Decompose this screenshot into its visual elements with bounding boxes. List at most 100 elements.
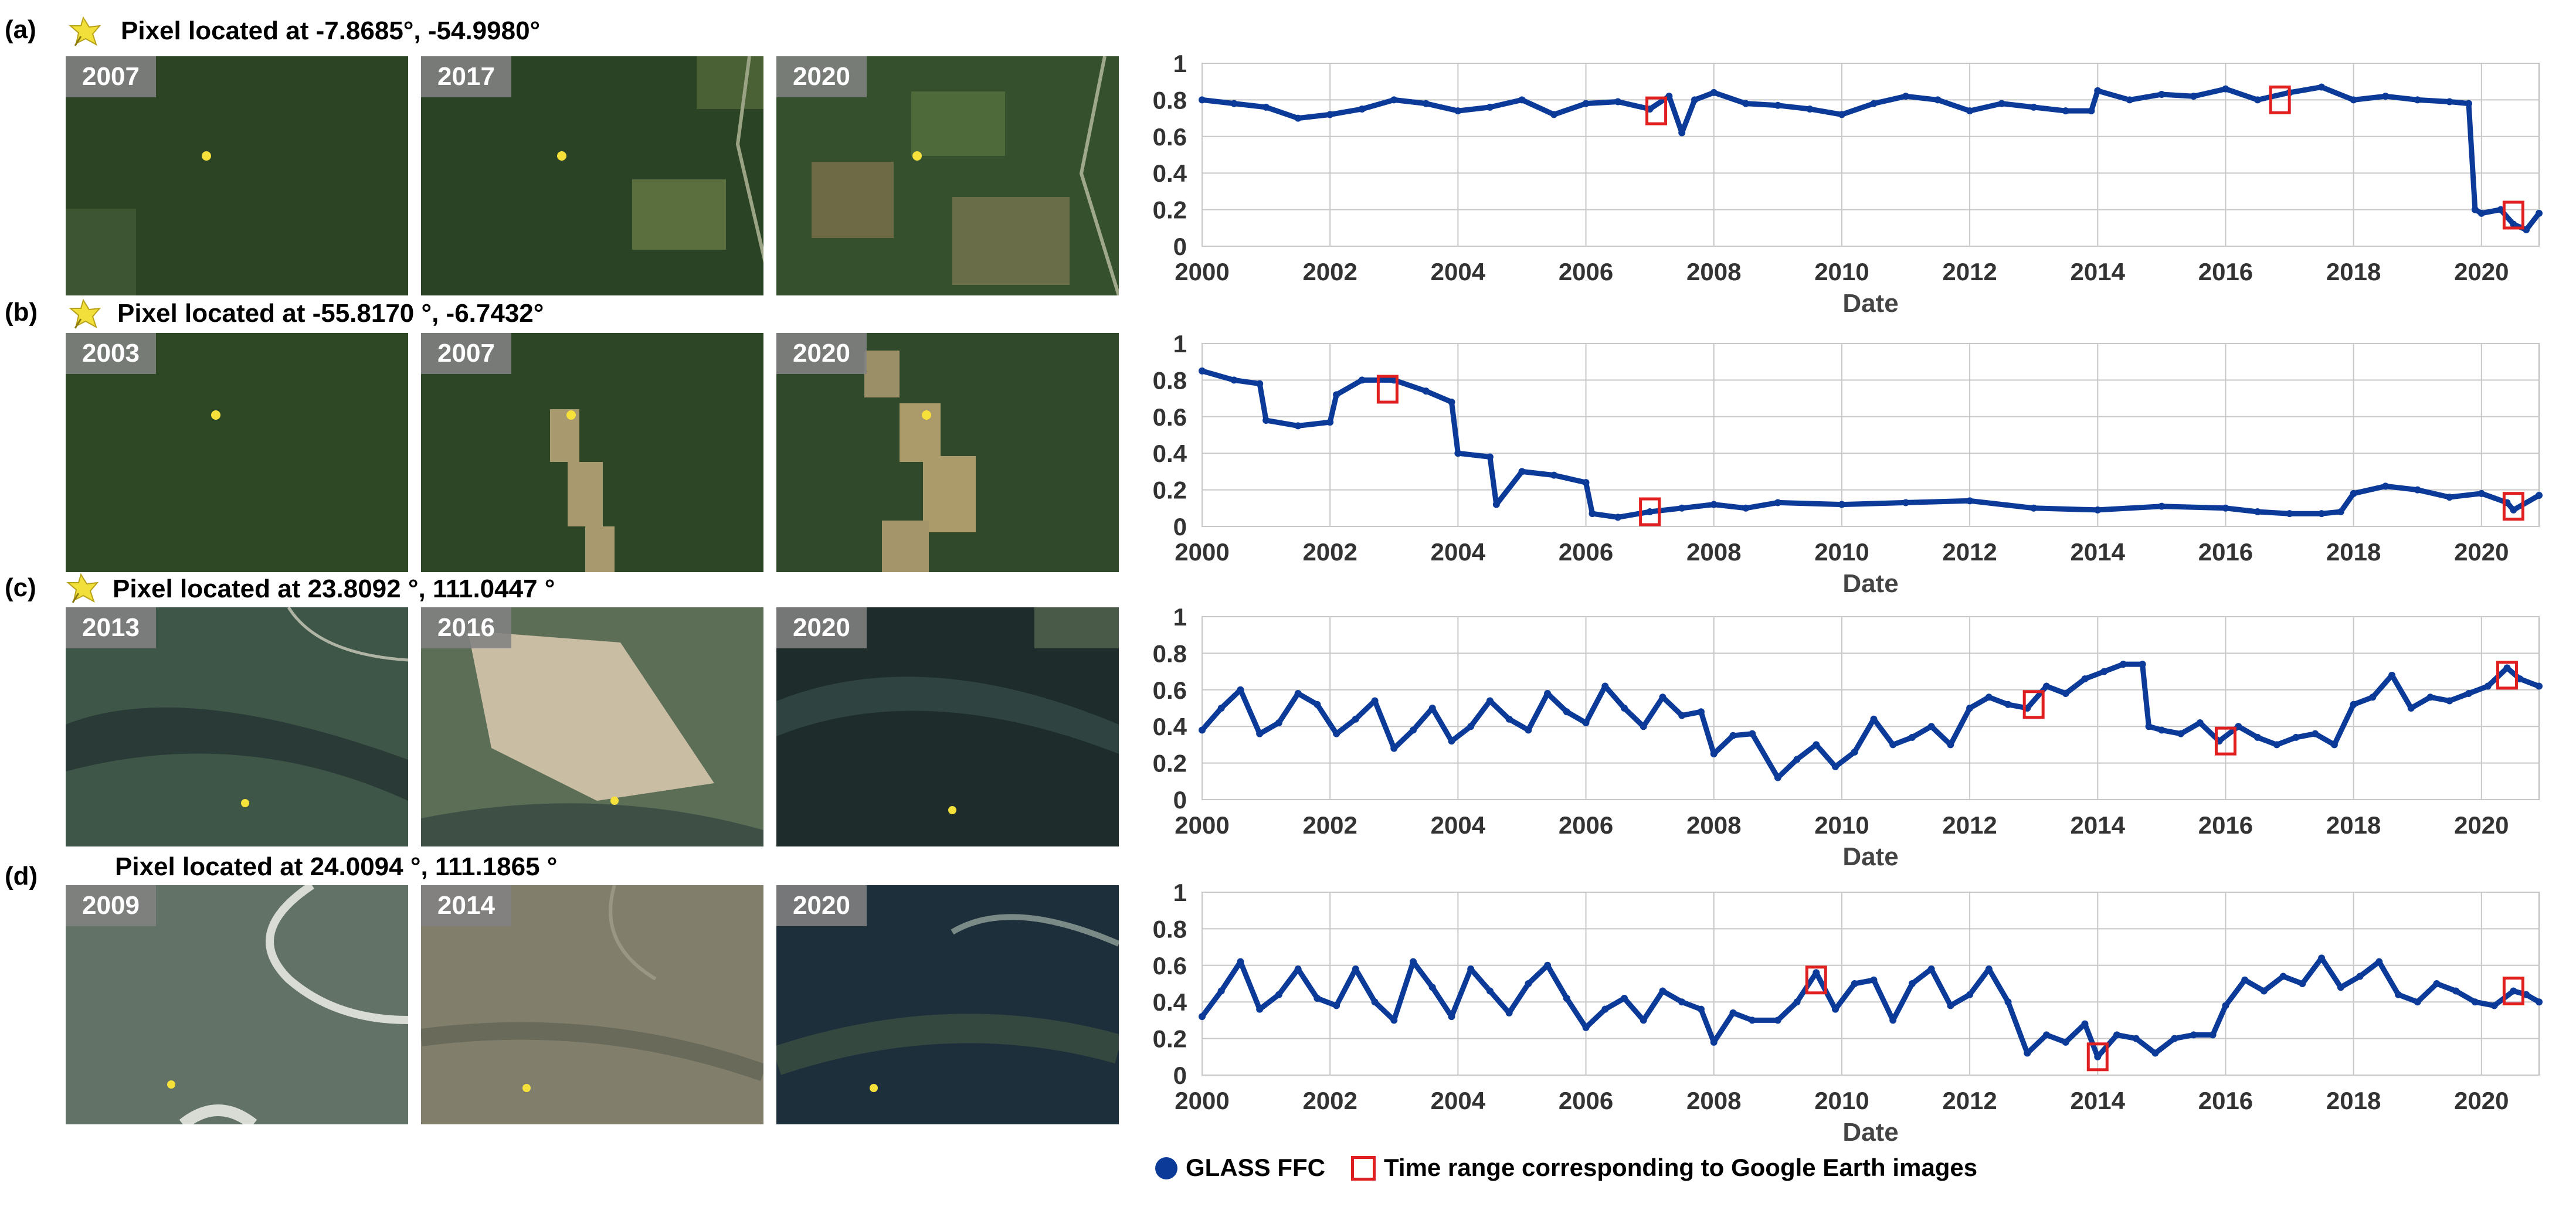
data-point bbox=[1985, 693, 1993, 701]
x-tick-label: 2010 bbox=[1814, 1087, 1869, 1114]
data-point bbox=[1525, 726, 1532, 734]
data-point bbox=[1710, 750, 1718, 757]
data-point bbox=[2030, 504, 2038, 512]
data-point bbox=[1352, 965, 1359, 973]
pin-marker-icon bbox=[912, 151, 922, 161]
y-tick-label: 0.4 bbox=[1153, 713, 1187, 740]
x-tick-label: 2008 bbox=[1686, 258, 1741, 285]
ffc-chart-c: 0 0.2 0.4 0.6 0.8 1 2000 2002 2004 2006 2008 2010 20… bbox=[1153, 603, 2543, 871]
data-point bbox=[1217, 705, 1225, 712]
data-point bbox=[1640, 1016, 1647, 1024]
data-point bbox=[1851, 748, 1858, 756]
x-tick-label: 2018 bbox=[2326, 1087, 2381, 1114]
x-tick-label: 2004 bbox=[1431, 811, 1486, 839]
y-tick-label: 0.2 bbox=[1153, 196, 1187, 224]
satellite-image: 2007 bbox=[421, 333, 763, 572]
data-point bbox=[2024, 1049, 2031, 1057]
data-point bbox=[2139, 661, 2146, 668]
data-point bbox=[1237, 686, 1244, 693]
data-point bbox=[1838, 111, 1845, 118]
data-point bbox=[2100, 668, 2108, 675]
data-point bbox=[1262, 417, 1270, 424]
pin-marker-icon bbox=[167, 1080, 175, 1089]
data-point bbox=[2222, 85, 2229, 93]
data-point bbox=[1525, 980, 1532, 987]
y-tick-label: 1 bbox=[1173, 330, 1187, 358]
google-earth-time-box bbox=[1639, 497, 1661, 526]
data-point bbox=[1486, 453, 1494, 461]
data-point bbox=[1294, 690, 1302, 698]
y-tick-label: 0.2 bbox=[1153, 1025, 1187, 1053]
chart-legend: GLASS FFC Time range corresponding to Goo… bbox=[1155, 1154, 1977, 1182]
pin-marker-icon bbox=[922, 410, 931, 420]
data-point bbox=[2382, 93, 2390, 100]
data-point bbox=[2536, 998, 2543, 1006]
data-point bbox=[1927, 723, 1935, 730]
data-point bbox=[2477, 489, 2485, 497]
panel-label: (b) bbox=[5, 298, 38, 327]
data-point bbox=[1217, 987, 1225, 995]
data-point bbox=[2030, 103, 2038, 111]
data-point bbox=[1199, 1013, 1206, 1021]
data-point bbox=[2132, 1035, 2140, 1042]
pin-marker-icon bbox=[522, 1084, 531, 1092]
data-point bbox=[2299, 980, 2306, 987]
ffc-chart-a: 0 0.2 0.4 0.6 0.8 1 2000 2002 2004 2006 2008 2010 20… bbox=[1153, 50, 2543, 318]
x-tick-label: 2008 bbox=[1686, 1087, 1741, 1114]
y-tick-label: 0.6 bbox=[1153, 676, 1187, 704]
data-point bbox=[2330, 741, 2338, 749]
satellite-image: 2007 bbox=[66, 56, 408, 295]
data-point bbox=[2158, 502, 2166, 510]
data-point bbox=[1428, 984, 1436, 991]
data-point bbox=[2536, 209, 2543, 217]
data-point bbox=[1793, 756, 1801, 763]
data-point bbox=[2318, 954, 2326, 962]
data-point bbox=[1333, 730, 1340, 737]
data-point bbox=[1889, 741, 1897, 749]
data-point bbox=[2388, 671, 2396, 679]
x-tick-label: 2020 bbox=[2454, 538, 2509, 566]
data-point bbox=[2414, 486, 2421, 494]
data-point bbox=[1486, 697, 1494, 705]
satellite-image: 2003 bbox=[66, 333, 408, 572]
data-point bbox=[2510, 220, 2517, 228]
x-tick-label: 2008 bbox=[1686, 811, 1741, 839]
data-point bbox=[2222, 1002, 2229, 1009]
x-tick-label: 2018 bbox=[2326, 538, 2381, 566]
x-tick-label: 2018 bbox=[2326, 811, 2381, 839]
y-tick-label: 1 bbox=[1173, 50, 1187, 77]
satellite-image: 2016 bbox=[421, 607, 763, 846]
data-point bbox=[1966, 705, 1974, 712]
data-point bbox=[2292, 733, 2300, 741]
data-point bbox=[2350, 489, 2357, 497]
data-point bbox=[1467, 723, 1475, 730]
pin-icon bbox=[69, 298, 101, 329]
y-tick-label: 1 bbox=[1173, 603, 1187, 631]
plot-frame bbox=[1202, 616, 2540, 800]
google-earth-time-box bbox=[2496, 661, 2518, 690]
data-point bbox=[1454, 450, 1462, 457]
data-point bbox=[1428, 705, 1436, 712]
data-point bbox=[2337, 508, 2344, 516]
data-point bbox=[2273, 741, 2280, 749]
data-point bbox=[1371, 998, 1379, 1006]
x-tick-label: 2016 bbox=[2198, 811, 2253, 839]
data-point bbox=[2477, 209, 2485, 217]
data-point bbox=[2465, 690, 2472, 698]
data-point bbox=[1505, 1009, 1513, 1016]
data-point bbox=[1742, 100, 1750, 107]
data-point bbox=[1390, 744, 1398, 752]
satellite-image: 2020 bbox=[776, 56, 1119, 295]
data-point bbox=[2350, 96, 2357, 104]
image-year-badge: 2020 bbox=[776, 885, 867, 926]
y-tick-label: 0.8 bbox=[1153, 86, 1187, 114]
pin-marker-icon bbox=[557, 151, 566, 161]
data-point bbox=[2158, 91, 2166, 98]
data-point bbox=[1422, 100, 1430, 107]
x-tick-label: 2002 bbox=[1302, 811, 1357, 839]
google-earth-time-box bbox=[1376, 375, 1399, 404]
data-point bbox=[2004, 998, 2012, 1006]
x-tick-label: 2010 bbox=[1814, 538, 1869, 566]
data-point bbox=[1813, 741, 1820, 749]
image-year-badge: 2020 bbox=[776, 333, 867, 374]
